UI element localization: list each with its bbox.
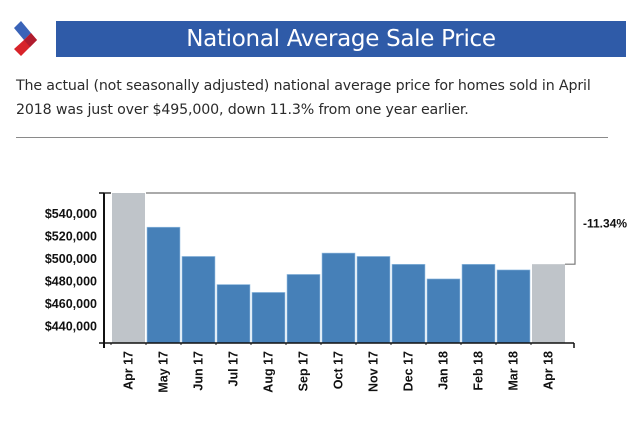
- x-tick-label: Jun 17: [192, 351, 206, 391]
- y-tick-label: $500,000: [45, 252, 97, 266]
- bar-may-17: [146, 226, 181, 344]
- bar-mar-18: [496, 269, 531, 344]
- x-tick-label: Aug 17: [262, 351, 276, 393]
- divider: [16, 137, 608, 138]
- bar-nov-17: [356, 256, 391, 344]
- description-text: The actual (not seasonally adjusted) nat…: [16, 78, 591, 118]
- x-tick-label: Nov 17: [367, 351, 381, 392]
- x-tick-label: Oct 17: [332, 351, 346, 389]
- logo-dark-red-segment: [24, 33, 37, 47]
- bar-oct-17: [321, 252, 356, 344]
- brand-logo-icon: [14, 21, 37, 56]
- x-tick-label: May 17: [157, 351, 171, 393]
- x-tick-label: Sep 17: [297, 351, 311, 391]
- bar-sep-17: [286, 274, 321, 344]
- y-tick-label: $540,000: [45, 207, 97, 221]
- bar-aug-17: [251, 292, 286, 344]
- y-tick-label: $440,000: [45, 320, 97, 334]
- bar-apr-18: [532, 264, 565, 343]
- x-tick-label: Apr 17: [122, 351, 136, 390]
- change-bracket: [146, 192, 576, 265]
- x-tick-label: Apr 18: [542, 351, 556, 390]
- bar-apr-17: [112, 193, 145, 343]
- y-tick-label: $460,000: [45, 297, 97, 311]
- x-tick-label: Mar 18: [507, 351, 521, 391]
- change-annotation-label: -11.34%: [583, 217, 627, 231]
- y-tick-label: $520,000: [45, 230, 97, 244]
- x-tick-label: Jan 18: [437, 351, 451, 390]
- bar-jan-18: [426, 278, 461, 344]
- logo-blue-segment: [14, 21, 31, 40]
- bar-feb-18: [461, 263, 496, 344]
- x-tick-label: Feb 18: [472, 351, 486, 391]
- bar-dec-17: [391, 263, 426, 344]
- y-tick-label: $480,000: [45, 275, 97, 289]
- x-tick-label: Dec 17: [402, 351, 416, 391]
- title-banner: National Average Sale Price: [56, 21, 626, 57]
- bar-jul-17: [216, 284, 251, 344]
- x-tick-label: Jul 17: [227, 351, 241, 386]
- page-title: National Average Sale Price: [186, 26, 496, 52]
- bar-jun-17: [181, 256, 216, 344]
